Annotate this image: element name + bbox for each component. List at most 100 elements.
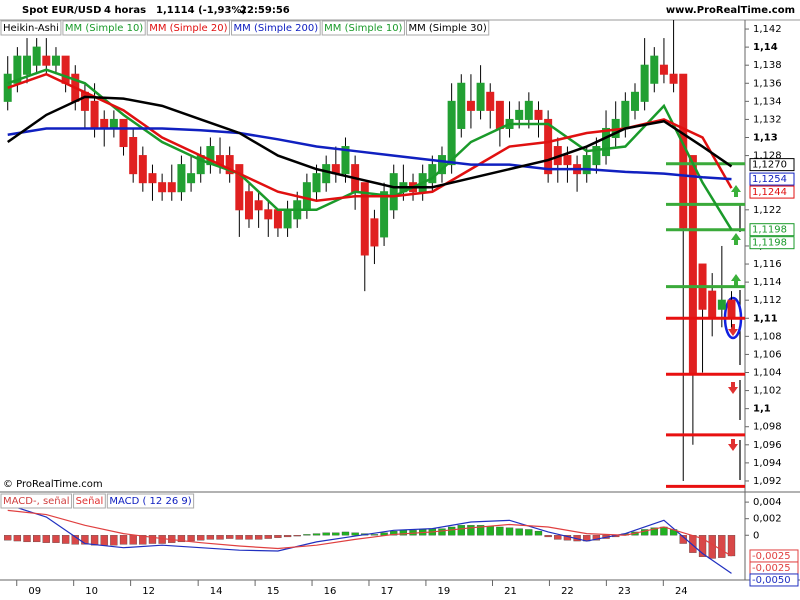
y-tick-label: 1,112 [753, 295, 782, 306]
y-tick-label: 1,106 [753, 349, 782, 360]
candle-body [42, 55, 51, 66]
price-box-label: 1,1198 [752, 225, 787, 236]
y-tick-label: 1,142 [753, 24, 782, 35]
y-tick-label: 1,138 [753, 60, 782, 71]
down-arrow [728, 382, 738, 394]
candle-body [235, 164, 244, 211]
candle-body [273, 209, 282, 229]
candle-body [515, 109, 524, 120]
macd-bar [177, 535, 186, 543]
legend-box [73, 493, 106, 509]
candle-body [138, 155, 147, 184]
legend-item: MM (Simple 10) [324, 23, 402, 34]
candle-body [457, 82, 466, 129]
legend-item: MM (Simple 20) [149, 23, 227, 34]
candle-body [158, 182, 167, 193]
x-tick-label: 23 [618, 586, 631, 597]
macd-bar [467, 525, 475, 536]
candle-body [602, 127, 611, 157]
macd-bar [4, 535, 12, 541]
candle-body [51, 55, 60, 66]
macd-bar [226, 535, 234, 539]
macd-bar [486, 525, 494, 536]
moving-average [7, 95, 733, 189]
macd-bar [496, 526, 504, 536]
candle-body [264, 209, 273, 220]
legend-box [321, 20, 405, 36]
macd-bar [515, 528, 523, 536]
y-tick-label: 1,104 [753, 368, 782, 379]
macd-bar [235, 535, 243, 540]
value-box-label: -0,0050 [752, 575, 791, 586]
macd-bar [544, 535, 552, 538]
candle-body [717, 299, 726, 310]
candle-body [225, 155, 234, 175]
price-box [749, 158, 795, 172]
y-tick-label: 1,136 [753, 78, 782, 89]
x-tick-label: 09 [28, 586, 41, 597]
macd-bar [100, 535, 108, 546]
candle-body [621, 100, 630, 129]
macd-bar [245, 535, 253, 540]
macd-bar [303, 534, 311, 536]
macd-bar [689, 535, 697, 553]
candle-body [360, 182, 369, 256]
candle-body [466, 100, 475, 111]
price-box-label: 1,1244 [752, 187, 787, 198]
macd-bar [525, 529, 533, 536]
y-tick-label: 1,132 [753, 114, 782, 125]
macd-bar [206, 535, 215, 540]
macd-bar [351, 532, 359, 536]
y-tick-label: 1,1 [753, 404, 771, 415]
x-tick-label: 17 [381, 586, 394, 597]
price-box-label: 1,1198 [752, 238, 787, 249]
macd-bar [110, 535, 118, 546]
candle-body [380, 191, 389, 238]
macd-bar [390, 530, 398, 536]
up-arrow [731, 274, 741, 286]
candle-body [177, 164, 186, 193]
macd-bar [187, 535, 195, 542]
price-box-label: 1,1254 [752, 174, 787, 185]
legend-item: MM (Simple 30) [408, 23, 486, 34]
candle-body [109, 118, 118, 129]
x-tick-label: 19 [438, 586, 451, 597]
macd-bar [322, 532, 330, 536]
macd-bar [447, 526, 456, 536]
candle-body [650, 55, 659, 84]
up-arrow [731, 233, 741, 245]
candle-body [495, 100, 504, 129]
macd-bar [90, 535, 99, 546]
legend-item: Heikin-Ashi [3, 23, 59, 34]
macd-legend: MACD ( 12 26 9) [109, 496, 191, 507]
candle-body [80, 91, 89, 111]
clock: 22:59:56 [240, 5, 290, 16]
candle-body [544, 118, 553, 175]
macd-bar [283, 535, 292, 538]
candle-body [254, 200, 263, 211]
site: www.ProRealTime.com [666, 5, 795, 16]
macd-bar [52, 535, 60, 543]
macd-bar [61, 535, 70, 544]
candle-body [370, 218, 379, 247]
value-box-label: -0,0025 [752, 563, 791, 574]
macd-bar [13, 535, 22, 542]
macd-bar [457, 525, 465, 536]
y-tick-label: 1,094 [753, 458, 782, 469]
x-tick-label: 14 [210, 586, 223, 597]
legend-item: MM (Simple 10) [65, 23, 143, 34]
macd-bar [727, 535, 736, 557]
candle-body [119, 118, 128, 148]
candle-body [582, 155, 591, 175]
candle-body [244, 191, 253, 220]
y-tick-label: 1,092 [753, 476, 782, 487]
x-tick-label: 15 [267, 586, 280, 597]
y-tick-label: 1,096 [753, 440, 782, 451]
legend-box [106, 493, 195, 509]
copyright: © ProRealTime.com [3, 479, 103, 490]
y-tick-label: 1,098 [753, 422, 782, 433]
y-tick-label: 1,102 [753, 386, 782, 397]
y-tick-label: 1,11 [753, 313, 778, 324]
candle-body [90, 100, 99, 129]
